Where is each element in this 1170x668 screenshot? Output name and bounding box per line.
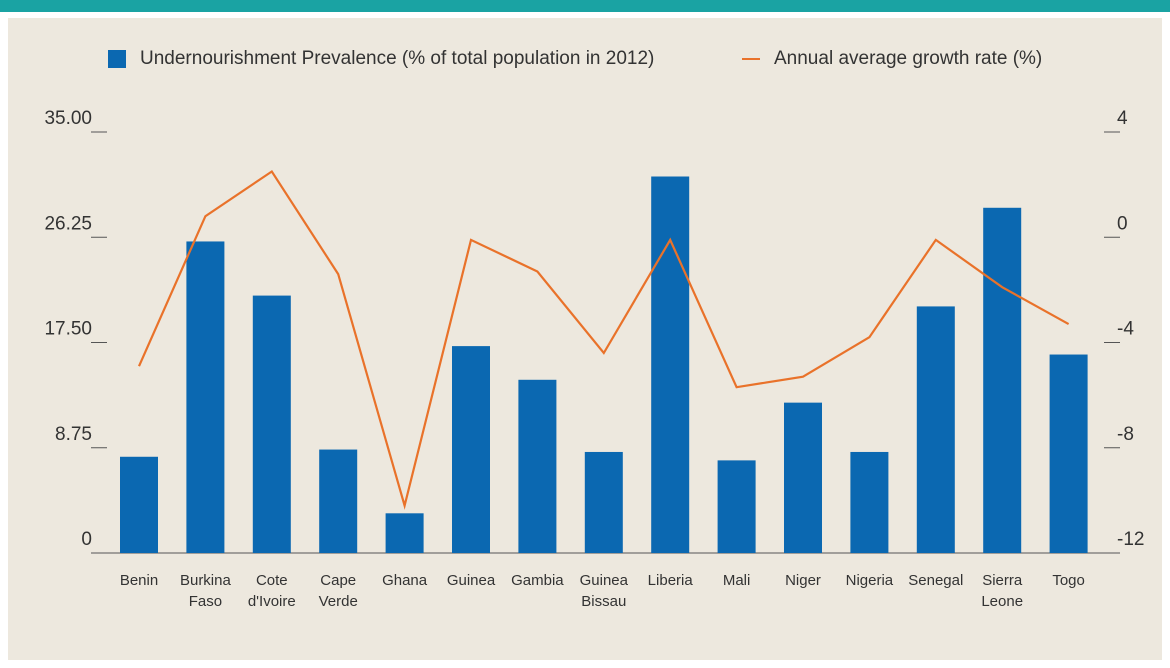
category-label: Ghana [382,572,428,589]
legend-label-line: Annual average growth rate (%) [774,48,1043,69]
category-label-line: Gambia [511,572,564,589]
bar [784,402,822,553]
category-label-line: Cote [256,572,288,589]
bar [983,207,1022,553]
right-axis-tick-label: 4 [1117,108,1128,129]
category-label: Senegal [908,572,963,589]
category-label-line: Senegal [908,572,963,589]
category-label-line: Verde [319,593,358,610]
category-label-line: Bissau [581,593,626,610]
category-label-line: Liberia [648,572,694,589]
left-axis-tick-label: 35.00 [44,108,92,129]
bar [385,513,424,553]
right-axis-tick-label: -12 [1117,529,1144,550]
category-label-line: Ghana [382,572,428,589]
category-label-line: d'Ivoire [248,593,296,610]
category-label: Cote d'Ivoire [248,572,296,610]
category-label: Cape Verde [319,572,358,610]
category-label-line: Sierra [982,572,1023,589]
category-label: Nigeria [846,572,894,589]
category-label: Niger [785,572,821,589]
legend-swatch-line [742,58,760,60]
line-series-group [137,169,1070,510]
bar [186,241,225,553]
category-label: Sierra Leone [981,572,1023,610]
bar [452,346,490,553]
bar [120,456,158,553]
legend-item-line: Annual average growth rate (%) [742,44,1042,74]
bar [584,451,623,553]
category-label: Mali [723,572,751,589]
bar [1049,354,1088,553]
category-label: Benin [120,572,158,589]
right-axis-tick-label: -4 [1117,319,1134,340]
legend-swatch-bar [108,50,126,68]
bars-group [120,176,1088,553]
bar [651,176,690,553]
category-label-line: Benin [120,572,158,589]
legend: Undernourishment Prevalence (% of total … [0,44,1170,74]
bar [916,306,955,553]
category-label: Togo [1052,572,1085,589]
category-label: Guinea [447,572,496,589]
bar [518,379,557,553]
left-axis-tick-label: 26.25 [44,213,92,234]
category-label: Liberia [648,572,694,589]
category-label: Guinea Bissau [580,572,629,610]
category-label-line: Leone [981,593,1023,610]
category-label-line: Guinea [580,572,629,589]
category-label-line: Nigeria [846,572,894,589]
category-label-line: Niger [785,572,821,589]
top-accent-bar [0,0,1170,12]
category-label-line: Mali [723,572,751,589]
legend-label-bars: Undernourishment Prevalence (% of total … [140,48,655,69]
category-label: Gambia [511,572,564,589]
bar [252,295,291,553]
category-label-line: Faso [189,593,222,610]
right-axis-tick-label: 0 [1117,213,1128,234]
tick-labels-group: 0 8.75 17.50 26.25 35.00 -12 -8 -4 0 4 Benin Burkin… [44,108,1144,610]
left-axis-tick-label: 17.50 [44,319,92,340]
category-label-line: Guinea [447,572,496,589]
category-label-line: Cape [320,572,356,589]
growth-rate-line [137,169,1070,510]
right-axis-tick-label: -8 [1117,424,1134,445]
category-label-line: Burkina [180,572,232,589]
bar [850,451,889,553]
category-label: Burkina Faso [180,572,232,610]
left-axis-tick-label: 8.75 [55,424,92,445]
category-label-line: Togo [1052,572,1085,589]
bar [717,460,756,553]
bar [319,449,358,553]
legend-item-bars: Undernourishment Prevalence (% of total … [108,44,654,74]
left-axis-tick-label: 0 [81,529,92,550]
